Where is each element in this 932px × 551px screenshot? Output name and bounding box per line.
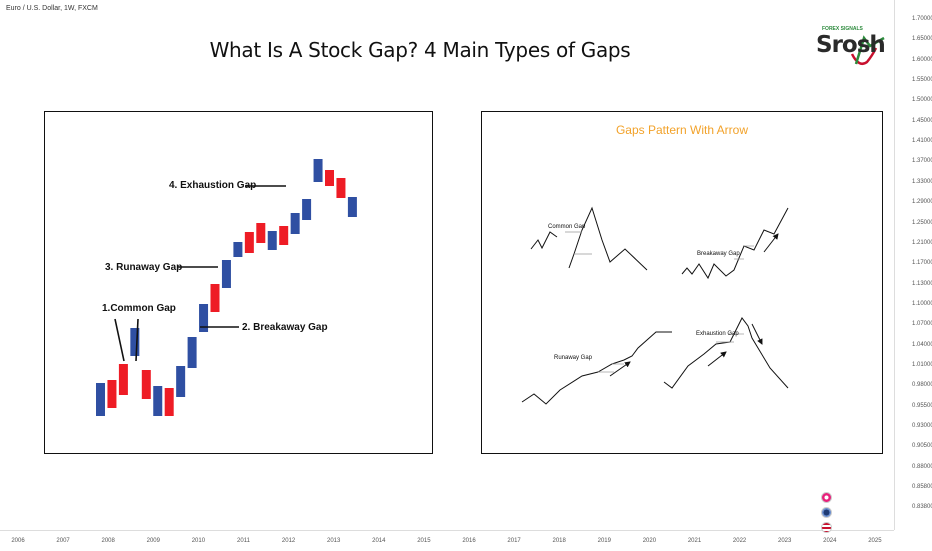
price-tick: 1.10000 — [912, 300, 932, 307]
price-tick: 1.25000 — [912, 219, 932, 226]
candle-up — [313, 159, 323, 182]
price-tick: 1.17000 — [912, 260, 932, 267]
candle-down — [210, 284, 220, 312]
candle-up — [233, 242, 243, 257]
time-tick: 2024 — [823, 538, 837, 544]
exhaustion-gap-line — [663, 317, 789, 389]
price-tick: 0.83800 — [912, 504, 932, 511]
candle-up — [221, 260, 231, 288]
annotation-line — [114, 318, 125, 362]
candle-up — [187, 337, 197, 368]
price-tick: 1.33000 — [912, 178, 932, 185]
candle-down — [141, 370, 151, 399]
time-tick: 2006 — [11, 538, 25, 544]
price-tick: 0.95500 — [912, 402, 932, 409]
price-tick: 1.29000 — [912, 199, 932, 206]
breakaway-gap-label: 2. Breakaway Gap — [242, 322, 328, 333]
candle-down — [164, 388, 174, 416]
price-tick: 0.85800 — [912, 484, 932, 491]
time-tick: 2017 — [507, 538, 521, 544]
runaway-gap-line — [521, 331, 672, 405]
time-tick: 2022 — [732, 538, 747, 544]
candle-up — [96, 383, 105, 416]
time-tick: 2018 — [552, 538, 566, 544]
candle-down — [118, 364, 128, 395]
globe-icon[interactable] — [821, 507, 832, 518]
annotation-line — [135, 318, 139, 362]
candle-up — [153, 386, 163, 416]
candle-up — [347, 197, 357, 217]
time-tick: 2009 — [146, 538, 160, 544]
side-icons — [821, 492, 832, 537]
candlestick-chart — [96, 159, 357, 416]
candle-down — [325, 170, 334, 186]
candle-down — [336, 178, 346, 198]
price-tick: 1.21000 — [912, 239, 932, 246]
time-tick: 2015 — [417, 538, 431, 544]
srosh-logo: FOREX SIGNALS Srosh — [812, 26, 888, 80]
price-tick: 0.90500 — [912, 443, 932, 450]
time-tick: 2012 — [281, 538, 296, 544]
price-tick: 1.65000 — [912, 36, 932, 43]
time-tick: 2008 — [101, 538, 115, 544]
time-tick: 2021 — [687, 538, 702, 544]
candle-up — [290, 213, 300, 234]
common-gap-line-a — [530, 231, 558, 250]
breakaway-gap-line — [681, 207, 789, 280]
candle-down — [244, 232, 254, 253]
exhaustion-gap-label: 4. Exhaustion Gap — [169, 180, 257, 191]
time-tick: 2019 — [597, 538, 611, 544]
price-tick: 1.45000 — [912, 117, 932, 124]
gap-types-panel: 1.Common Gap 2. Breakaway Gap 3. Runaway… — [44, 111, 433, 454]
time-tick: 2011 — [237, 538, 250, 544]
price-tick: 1.07000 — [912, 321, 932, 328]
price-tick: 1.41000 — [912, 138, 932, 145]
price-tick: 1.01000 — [912, 361, 932, 368]
price-tick: 1.55000 — [912, 77, 932, 84]
gap-patterns-panel: Gaps Pattern With Arrow Common Gap Break… — [481, 111, 883, 454]
common-gap-small-label: Common Gap — [548, 224, 586, 230]
patterns-drawing — [521, 206, 789, 405]
candle-down — [256, 223, 266, 243]
price-tick: 1.70000 — [912, 16, 932, 22]
price-tick: 1.37000 — [912, 158, 932, 165]
patterns-title: Gaps Pattern With Arrow — [615, 123, 749, 137]
page-title: What Is A Stock Gap? 4 Main Types of Gap… — [209, 38, 631, 62]
us-flag-icon[interactable] — [821, 522, 832, 533]
candle-up — [199, 304, 209, 332]
candle-down — [107, 380, 117, 408]
runaway-gap-small-label: Runaway Gap — [554, 355, 593, 361]
flash-icon[interactable] — [821, 492, 832, 503]
price-tick: 1.50000 — [912, 97, 932, 104]
candle-up — [302, 199, 312, 220]
candle-up — [267, 231, 277, 250]
breakaway-gap-small-label: Breakaway Gap — [697, 251, 740, 257]
time-tick: 2014 — [372, 538, 386, 544]
time-tick: 2007 — [56, 538, 70, 544]
runaway-gap-label: 3. Runaway Gap — [105, 262, 183, 273]
candle-down — [279, 226, 289, 245]
exhaustion-gap-small-label: Exhaustion Gap — [696, 331, 739, 337]
time-tick: 2013 — [327, 538, 341, 544]
time-tick: 2025 — [868, 538, 882, 544]
time-tick: 2020 — [642, 538, 657, 544]
symbol-label: Euro / U.S. Dollar, 1W, FXCM — [6, 5, 98, 12]
common-gap-line-b — [568, 206, 648, 271]
price-tick: 1.13000 — [912, 280, 932, 287]
time-tick: 2023 — [778, 538, 792, 544]
time-axis[interactable] — [0, 530, 894, 551]
price-tick: 1.60000 — [912, 56, 932, 63]
time-tick: 2010 — [191, 538, 206, 544]
price-tick: 0.98000 — [912, 382, 932, 389]
time-tick: 2016 — [462, 538, 476, 544]
common-gap-label: 1.Common Gap — [102, 303, 176, 314]
price-tick: 1.04000 — [912, 341, 932, 348]
candle-up — [130, 328, 140, 356]
candle-up — [176, 366, 186, 397]
price-axis[interactable] — [894, 0, 932, 530]
price-tick: 0.88000 — [912, 463, 932, 470]
price-tick: 0.93000 — [912, 423, 932, 429]
